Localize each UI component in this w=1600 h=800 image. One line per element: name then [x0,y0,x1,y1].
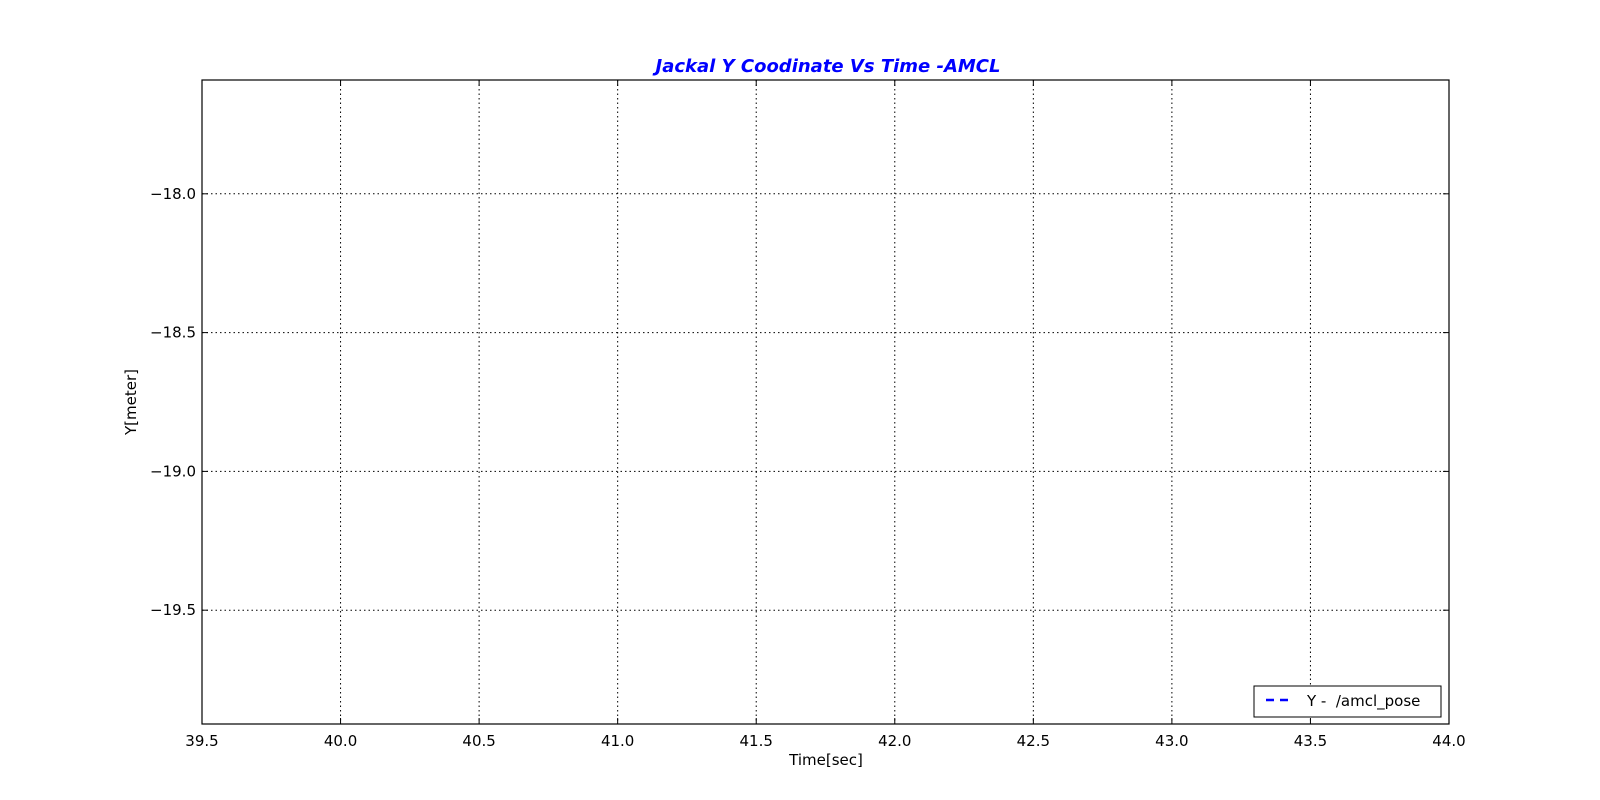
x-tick-label: 39.5 [185,732,218,750]
plot-frame [201,79,1450,725]
grid-layer [202,80,1449,724]
x-tick-label: 40.5 [462,732,495,750]
legend: Y - /amcl_pose [1253,685,1442,718]
x-tick-label: 41.5 [740,732,773,750]
y-axis-label: Y[meter] [122,369,140,436]
legend-label-amcl-pose: Y - /amcl_pose [1306,692,1420,711]
x-tick-label: 43.0 [1155,732,1188,750]
x-axis-label: Time[sec] [788,751,863,769]
x-tick-label: 44.0 [1432,732,1465,750]
chart-title: Jackal Y Coodinate Vs Time -AMCL [653,56,1001,77]
y-axis-ticks: −18.0 −18.5 −19.0 −19.5 [150,185,1449,619]
x-tick-label: 42.0 [878,732,911,750]
y-tick-label: −19.5 [150,601,196,619]
y-tick-label: −18.0 [150,185,196,203]
x-tick-label: 43.5 [1294,732,1327,750]
x-tick-label: 40.0 [324,732,357,750]
x-tick-label: 41.0 [601,732,634,750]
x-axis-ticks: 39.5 40.0 40.5 41.0 41.5 42.0 42.5 43.0 43.5 44.0 [185,80,1466,750]
x-tick-label: 42.5 [1017,732,1050,750]
legend-box [1253,685,1442,718]
y-tick-label: −19.0 [150,462,196,480]
y-tick-label: −18.5 [150,324,196,342]
